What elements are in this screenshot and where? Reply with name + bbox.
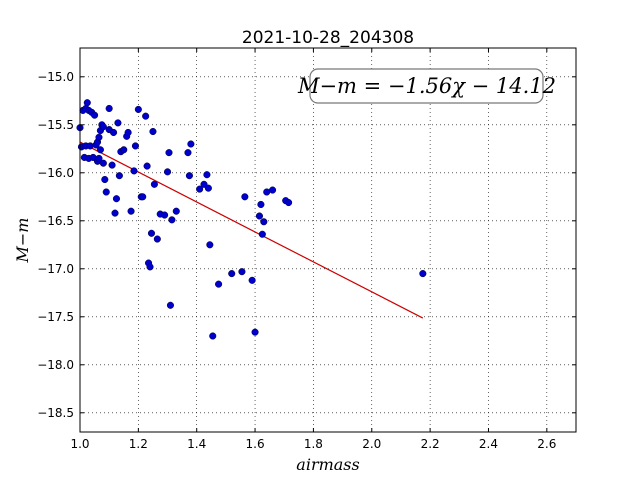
data-point (251, 328, 259, 336)
data-point (108, 161, 116, 169)
data-point (112, 195, 121, 203)
y-tick-label: −16.5 (37, 214, 74, 228)
data-point (206, 241, 214, 249)
y-tick-label: −17.0 (37, 262, 74, 276)
data-point (114, 119, 122, 127)
y-tick-label: −18.0 (37, 358, 74, 372)
y-axis-label: M−m (13, 218, 32, 264)
data-point (149, 127, 157, 136)
data-point (83, 99, 91, 107)
data-point (146, 263, 154, 271)
data-point (209, 332, 217, 340)
data-point (110, 128, 118, 137)
data-point (255, 212, 263, 220)
data-point (185, 172, 193, 180)
data-point (124, 128, 132, 137)
data-point (184, 149, 192, 157)
data-point (111, 209, 119, 217)
data-point (260, 218, 268, 226)
data-point (95, 133, 103, 141)
data-point (86, 142, 94, 150)
annotation-box (309, 68, 544, 104)
data-point (115, 172, 123, 180)
data-point (147, 229, 156, 237)
data-point (150, 180, 158, 188)
data-point (134, 105, 142, 113)
data-point (269, 186, 277, 194)
data-point (139, 193, 147, 201)
fit-equation-box: M−m = −1.56χ − 14.12 (297, 68, 556, 104)
x-tick-label: 2.2 (421, 437, 440, 451)
data-point (91, 111, 99, 119)
x-tick-label: 2.4 (479, 437, 498, 451)
x-tick-label: 2.0 (362, 437, 381, 451)
x-axis-label: airmass (296, 455, 359, 474)
data-point (165, 149, 173, 157)
data-point (168, 216, 176, 224)
plot-area (80, 48, 576, 432)
data-point (241, 193, 249, 201)
fit-equation-text: M−m = −1.56χ − 14.12 (297, 74, 556, 98)
data-point (105, 104, 113, 113)
data-point (228, 270, 236, 278)
y-tick-label: −15.0 (37, 70, 74, 84)
y-tick-label: −17.5 (37, 310, 74, 324)
data-point (166, 301, 174, 309)
data-point (101, 175, 109, 184)
data-point (131, 142, 139, 150)
x-tick-label: 1.4 (187, 437, 206, 451)
data-point (215, 280, 223, 288)
data-point (238, 268, 246, 276)
data-point (99, 159, 107, 167)
chart-title: 2021-10-28_204308 (242, 28, 414, 48)
data-point (163, 168, 172, 176)
y-tick-label: −16.0 (37, 166, 74, 180)
data-point (130, 167, 138, 175)
axis-ticks (79, 48, 576, 432)
data-point (96, 146, 104, 154)
data-point (257, 200, 265, 209)
data-point (172, 207, 180, 215)
plot-frame (79, 47, 577, 433)
x-tick-label: 1.8 (304, 437, 323, 451)
y-tick-label: −15.5 (37, 118, 74, 132)
data-point (153, 235, 161, 243)
data-point (285, 199, 293, 207)
data-point (99, 123, 107, 131)
data-point (102, 188, 110, 196)
x-tick-label: 1.0 (70, 437, 89, 451)
data-point (142, 112, 150, 120)
data-point (258, 230, 266, 238)
x-tick-label: 1.2 (129, 437, 148, 451)
x-tick-label: 2.6 (537, 437, 556, 451)
y-tick-label: −18.5 (37, 406, 74, 420)
data-point (419, 270, 427, 278)
data-point (161, 211, 169, 219)
data-point (203, 171, 211, 179)
data-point (204, 184, 212, 192)
data-point (187, 140, 195, 148)
data-point (196, 185, 204, 193)
data-point (95, 154, 103, 162)
x-tick-label: 1.6 (246, 437, 265, 451)
x-tick-labels: 1.0 1.2 1.4 1.6 1.8 2.0 2.2 2.4 2.6 (70, 437, 556, 451)
data-point (143, 162, 151, 170)
data-point (127, 207, 135, 215)
data-point (120, 146, 128, 154)
y-tick-labels: −15.0 −15.5 −16.0 −16.5 −17.0 −17.5 −18.0 −18.5 (37, 70, 74, 420)
data-point (248, 276, 256, 284)
